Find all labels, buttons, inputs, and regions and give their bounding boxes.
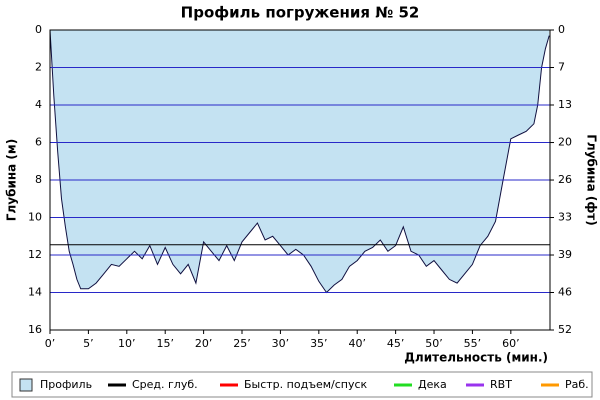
y2-tick-label: 46 [558,286,572,299]
legend-label: Раб. [565,378,589,391]
y-tick-label: 10 [28,211,42,224]
x-axis-title: Длительность (мин.) [404,351,548,365]
legend-label: Профиль [40,378,92,391]
x-tick-label: 40’ [348,337,366,350]
y2-tick-label: 39 [558,248,572,261]
profile-line [49,29,550,294]
x-tick-label: 45’ [387,337,405,350]
y-tick-label: 8 [35,173,42,186]
y2-tick-label: 7 [558,60,565,73]
legend-label: RBT [490,378,512,391]
y-tick-label: 2 [35,61,42,74]
y2-tick-label: 0 [558,23,565,36]
y2-tick-label: 13 [558,98,572,111]
legend-label: Дека [418,378,447,391]
x-tick-label: 60’ [502,337,520,350]
x-tick-label: 55’ [464,337,482,350]
legend-swatch [19,378,33,392]
y-tick-label: 4 [35,98,42,111]
x-tick-label: 25’ [233,337,251,350]
y2-axis-title: Глубина (фт) [585,134,599,225]
x-tick-label: 30’ [272,337,290,350]
legend-label: Быстр. подъем/спуск [244,378,368,391]
x-tick-label: 35’ [310,337,328,350]
y-tick-label: 14 [28,286,42,299]
legend-label: Сред. глуб. [132,378,198,391]
y2-tick-label: 33 [558,211,572,224]
plot-frame [49,29,551,331]
y-tick-label: 6 [35,136,42,149]
x-tick-label: 0’ [45,337,56,350]
profile-area [50,30,550,293]
x-tick-label: 20’ [195,337,213,350]
y-tick-label: 12 [28,248,42,261]
chart-title: Профиль погружения № 52 [181,4,420,22]
x-tick-label: 15’ [156,337,174,350]
y-tick-label: 16 [28,323,42,336]
y2-tick-label: 26 [558,173,572,186]
x-tick-label: 10’ [118,337,136,350]
x-tick-label: 5’ [83,337,94,350]
y2-tick-label: 20 [558,136,572,149]
y2-tick-label: 52 [558,323,572,336]
y-axis-title: Глубина (м) [5,139,19,221]
y-tick-label: 0 [35,23,42,36]
x-tick-label: 50’ [425,337,443,350]
